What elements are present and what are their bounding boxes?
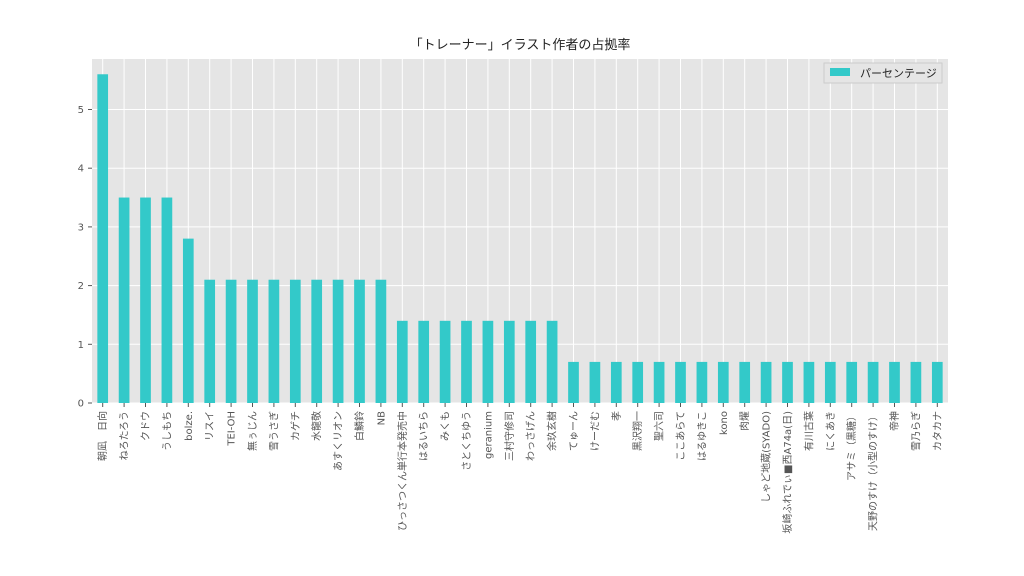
bar [204, 279, 216, 403]
bar [140, 197, 151, 403]
x-tick-label: 無ぅじん [246, 411, 259, 451]
x-tick-label: 白鱗鈴 [353, 411, 366, 441]
legend-swatch [830, 68, 850, 76]
x-tick-label: うしもち [161, 411, 173, 451]
bar [225, 279, 237, 403]
x-tick-label: クドウ [140, 411, 152, 441]
x-tick-label: 帝神 [888, 411, 901, 431]
bar [525, 320, 537, 403]
x-tick-label: 三村守修司 [503, 411, 516, 461]
bar [182, 238, 194, 403]
x-tick-label: けーだむ [589, 411, 601, 451]
bar [889, 361, 900, 403]
bar [332, 279, 344, 403]
y-axis-ticks: 0 1 2 3 4 5 [78, 105, 92, 410]
x-tick-label: 坂崎ふれでぃ■西A74a(日) [781, 411, 794, 534]
x-tick-label: てゅーん [568, 411, 580, 451]
x-tick-label: 天野のすけ（小型のすけ） [867, 411, 880, 531]
x-tick-label: 雪乃らぎ [909, 411, 922, 451]
legend-label: パーセンテージ [860, 67, 937, 80]
x-tick-label: NB [376, 411, 387, 425]
bar [354, 279, 365, 403]
bar [846, 361, 858, 403]
x-tick-label: カゲチ [290, 411, 302, 441]
x-tick-label: みくも [440, 411, 452, 441]
x-tick-label: ねろたろう [119, 411, 131, 460]
bar [824, 361, 836, 403]
x-tick-label: リスイ [205, 411, 216, 441]
bars [97, 74, 943, 403]
legend-box [823, 62, 943, 84]
x-axis-ticks: 朝凪 日向 ねろたろう クドウ うしもち bolze. リスイ TEI-OH 無ぅじん 雪うさぎ… [96, 403, 944, 534]
bar [268, 279, 280, 403]
x-tick-label: ここあらて [675, 411, 687, 461]
bar [931, 361, 943, 403]
x-tick-label: 朝凪 日向 [96, 411, 109, 461]
x-tick-label: 水龍敬 [310, 411, 323, 441]
bar [396, 320, 408, 403]
bar [118, 197, 130, 403]
bar [418, 320, 430, 403]
bar [589, 361, 601, 403]
bar [867, 361, 879, 403]
y-tick-label: 2 [78, 281, 84, 292]
x-tick-label: アサミ（黒糖） [845, 411, 858, 481]
bar [482, 320, 494, 403]
x-tick-label: ひっさつくん単行本発売中 [396, 411, 409, 531]
bar [696, 361, 708, 403]
x-tick-label: bolze. [184, 411, 195, 441]
bar [610, 361, 622, 403]
bar [247, 279, 258, 403]
x-tick-label: 余玖玄樹 [546, 411, 559, 451]
bar [546, 320, 558, 403]
bar [461, 320, 472, 403]
x-tick-label: はるいちら [418, 411, 430, 461]
x-tick-label: 肉燿 [738, 411, 751, 431]
y-tick-label: 4 [78, 164, 84, 175]
bar [375, 279, 387, 403]
bar [311, 279, 323, 403]
bar [161, 197, 173, 403]
x-tick-label: にくあき [825, 411, 837, 451]
x-tick-label: さとくちゆう [461, 411, 473, 471]
y-tick-label: 5 [78, 105, 84, 116]
bar [97, 74, 109, 403]
x-tick-label: kono [719, 411, 730, 435]
y-tick-label: 0 [78, 399, 84, 410]
x-tick-label: 聖六司 [654, 411, 666, 441]
bar [632, 361, 644, 403]
bar [910, 361, 922, 403]
bar [653, 361, 665, 403]
bar [289, 279, 301, 403]
legend: パーセンテージ [823, 62, 943, 84]
bar [439, 320, 451, 403]
x-tick-label: 雪うさぎ [267, 411, 280, 451]
x-tick-label: 黒沢翔一 [631, 411, 644, 451]
bar [503, 320, 515, 403]
bar [675, 361, 686, 403]
x-tick-label: わっさげん [525, 411, 537, 461]
bar [717, 361, 729, 403]
x-tick-label: あすくリオン [333, 411, 345, 471]
x-tick-label: 孝 [611, 411, 623, 421]
x-tick-label: しゃど地蔵(SYADO) [760, 411, 773, 503]
bar [803, 361, 815, 403]
bar [568, 361, 579, 403]
bar [782, 361, 793, 403]
plot-background [92, 59, 948, 403]
y-tick-label: 3 [78, 222, 84, 233]
y-tick-label: 1 [78, 340, 84, 351]
bar [760, 361, 772, 403]
x-tick-label: はるゆきこ [696, 411, 708, 461]
x-tick-label: カタカナ [932, 411, 944, 451]
x-tick-label: 有川古葉 [802, 411, 815, 451]
bar [739, 361, 751, 403]
chart-title: 「トレーナー」イラスト作者の占拠率 [410, 37, 631, 53]
x-tick-label: geranium [483, 411, 494, 459]
x-tick-label: TEI-OH [227, 411, 238, 447]
